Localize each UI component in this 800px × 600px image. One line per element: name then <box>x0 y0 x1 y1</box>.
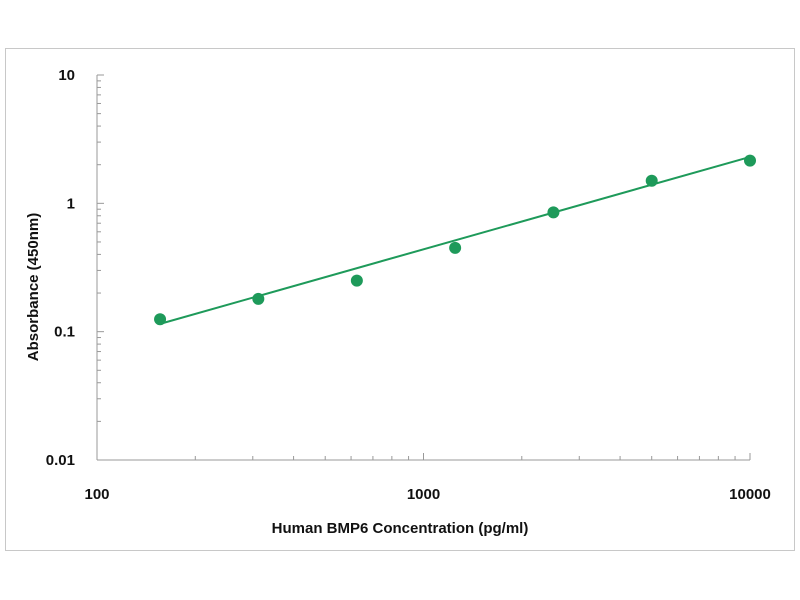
y-tick-label: 10 <box>58 67 75 84</box>
data-points <box>154 154 756 326</box>
ticks <box>96 74 751 461</box>
data-point <box>350 274 363 287</box>
data-point <box>744 154 756 167</box>
data-point <box>252 292 265 305</box>
figure-frame <box>5 48 795 551</box>
data-point <box>547 206 560 219</box>
x-tick-label: 100 <box>84 486 109 503</box>
x-tick-label: 10000 <box>729 486 771 503</box>
fit-line <box>159 155 751 325</box>
tick-labels: 10 1 0.1 0.01 100 1000 10000 <box>46 67 771 503</box>
x-tick-label: 1000 <box>407 486 440 503</box>
y-tick-label: 0.1 <box>54 324 75 341</box>
data-point <box>645 174 658 187</box>
x-axis-title: Human BMP6 Concentration (pg/ml) <box>272 520 529 537</box>
y-tick-label: 0.01 <box>46 452 75 469</box>
axes <box>96 75 750 461</box>
y-axis-title: Absorbance (450nm) <box>25 213 42 361</box>
fit-line-group <box>159 155 751 325</box>
y-tick-label: 1 <box>67 195 75 212</box>
data-point <box>154 313 167 326</box>
data-point <box>449 241 462 254</box>
